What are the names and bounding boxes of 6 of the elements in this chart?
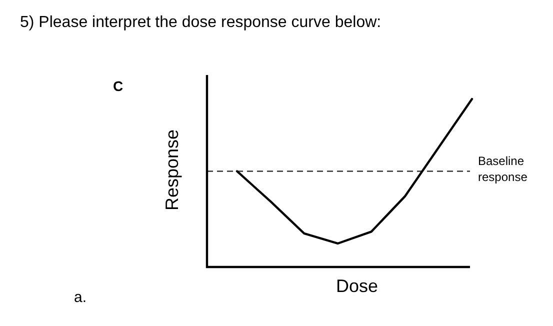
y-axis-title: Response [162, 129, 182, 211]
chart-title: 5) Please interpret the dose response curve below: [20, 14, 382, 31]
text: a. [74, 289, 87, 306]
ref-line-label: Baseline response [478, 154, 528, 184]
chart-subtitle: C [113, 78, 124, 94]
x-axis-title: Dose [336, 276, 378, 296]
